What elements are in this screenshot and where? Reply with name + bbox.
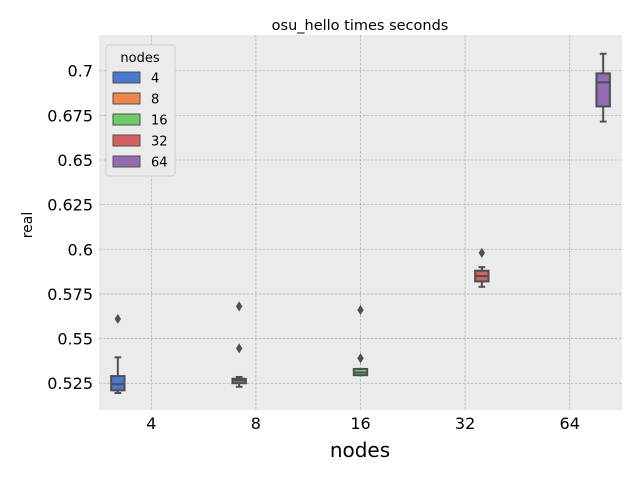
outlier-marker	[235, 301, 243, 312]
legend-label: 32	[151, 135, 168, 150]
box-series-32	[474, 247, 490, 288]
y-tick-label: 0.55	[57, 330, 93, 349]
y-tick-label: 0.6	[68, 240, 93, 259]
box-series-4	[110, 313, 126, 395]
legend: nodes 4 8 16 32 64	[105, 44, 176, 177]
x-tick-label: 8	[251, 414, 261, 433]
grid-lines	[99, 35, 622, 410]
legend-label: 4	[151, 72, 159, 87]
outlier-marker	[235, 343, 243, 354]
legend-label: 16	[151, 114, 168, 129]
y-tick-label: 0.525	[47, 374, 93, 393]
y-tick-label: 0.675	[47, 106, 93, 125]
box-series-16	[352, 305, 369, 377]
legend-swatch	[112, 155, 141, 168]
legend-swatch	[112, 71, 141, 84]
legend-swatch	[112, 92, 141, 105]
legend-swatch	[112, 134, 141, 147]
outlier-marker	[114, 313, 122, 324]
y-axis-ticks: 0.525 0.55 0.575 0.6 0.625 0.65 0.675 0.7	[47, 62, 93, 394]
x-axis-label: nodes	[330, 438, 390, 462]
x-tick-label: 4	[146, 414, 156, 433]
y-tick-label: 0.625	[47, 196, 93, 215]
outlier-marker	[357, 353, 364, 364]
legend-title: nodes	[120, 51, 159, 66]
legend-swatch	[112, 113, 141, 126]
x-tick-label: 64	[560, 414, 580, 433]
x-tick-label: 16	[350, 414, 370, 433]
y-axis-label: real	[20, 212, 36, 239]
x-tick-label: 32	[455, 414, 475, 433]
box-series-8	[231, 301, 247, 388]
legend-items: 4 8 16 32 64	[112, 71, 168, 171]
box-series-64	[595, 52, 611, 123]
chart-title: osu_hello times seconds	[272, 18, 449, 34]
y-tick-label: 0.575	[47, 285, 93, 304]
y-tick-label: 0.65	[57, 151, 93, 170]
legend-label: 64	[151, 156, 168, 171]
box-series-group	[110, 52, 611, 395]
outlier-marker	[357, 305, 364, 315]
x-axis-ticks: 4 8 16 32 64	[146, 414, 580, 433]
legend-label: 8	[151, 93, 159, 108]
box-iqr	[595, 72, 611, 108]
y-tick-label: 0.7	[68, 62, 93, 81]
outlier-marker	[478, 247, 486, 258]
